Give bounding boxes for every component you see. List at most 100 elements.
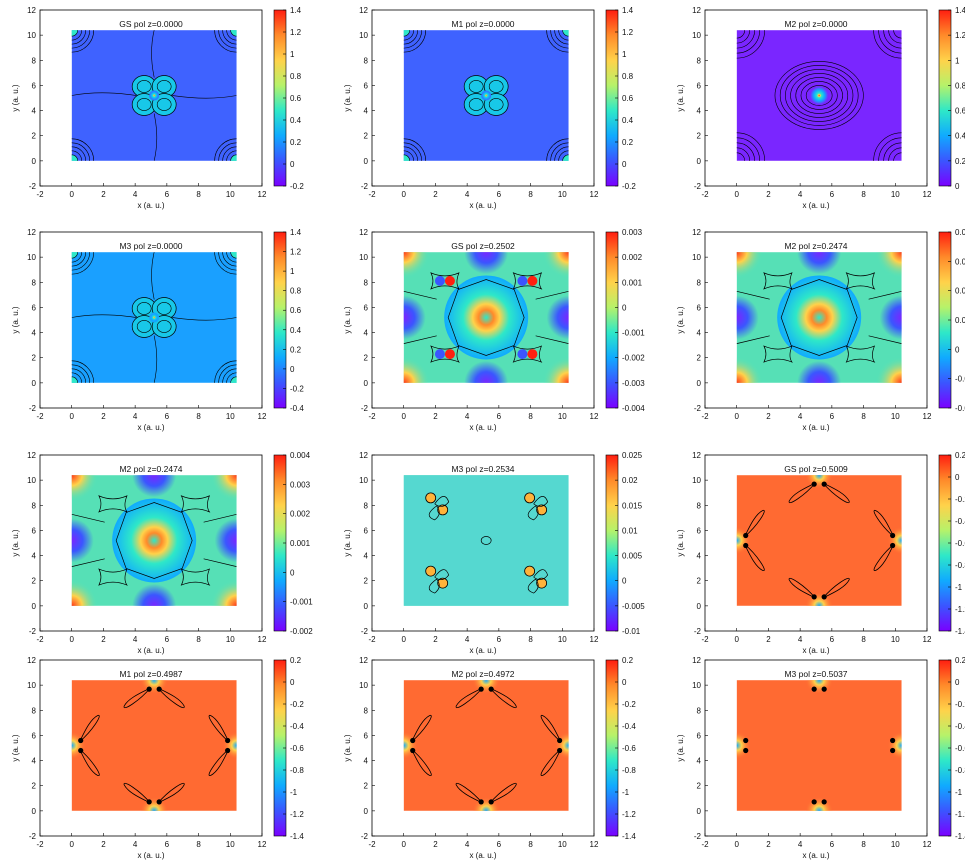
y-tick-label: 10 [27, 681, 36, 690]
y-axis-label: y (a. u.) [343, 306, 352, 333]
x-tick-label: 8 [861, 635, 866, 644]
lobe-pair [811, 799, 827, 805]
x-tick-label: 6 [497, 190, 502, 199]
colorbar-tick-label: -1.2 [622, 810, 636, 819]
x-tick-label: 8 [196, 412, 201, 421]
contour [230, 30, 237, 37]
x-tick-label: 4 [465, 840, 470, 849]
colorbar-tick-label: 1.2 [290, 28, 302, 37]
lobe-pair [455, 686, 517, 708]
contour [468, 80, 484, 93]
contour [527, 569, 549, 594]
contour [736, 290, 902, 344]
edge-feature [464, 360, 509, 383]
colorbar-tick-label: 0.01 [622, 526, 638, 535]
y-tick-label: 10 [359, 476, 368, 485]
y-tick-label: 10 [27, 476, 36, 485]
contour [71, 252, 79, 259]
colorbar-tick-label: 0.003 [622, 228, 643, 237]
edge-feature [214, 518, 237, 563]
y-axis-label: y (a. u.) [11, 734, 20, 761]
panel-title: M3 pol z=0.2534 [451, 464, 514, 474]
spot [536, 504, 548, 516]
y-tick-label: 6 [32, 81, 37, 90]
center-peak [810, 86, 829, 105]
x-tick-label: 4 [133, 190, 138, 199]
y-tick-label: 12 [359, 656, 368, 665]
y-tick-label: 4 [364, 552, 369, 561]
heatmap-background [71, 680, 237, 811]
x-tick-label: -2 [368, 635, 376, 644]
colorbar-tick-label: 0.6 [290, 94, 302, 103]
contour [218, 364, 237, 383]
colorbar-tick-label: -0.005 [622, 602, 645, 611]
lobe [744, 544, 765, 571]
colorbar-tick-label: 0.015 [622, 501, 643, 510]
x-axis-label: x (a. u.) [469, 423, 496, 432]
x-tick-label: 10 [558, 840, 567, 849]
lobe [455, 783, 483, 804]
y-tick-label: 6 [32, 526, 37, 535]
colorbar-tick-label: 1.2 [290, 248, 302, 257]
contour [430, 345, 460, 363]
x-tick-label: 12 [590, 840, 599, 849]
colorbar-tick-label: 0.6 [622, 94, 634, 103]
lobe [208, 749, 229, 776]
colorbar-tick-label: 0 [290, 160, 295, 169]
lobe [79, 749, 100, 776]
contour [214, 138, 237, 161]
y-axis-label: y (a. u.) [676, 734, 685, 761]
contour [562, 154, 569, 161]
lobe-pair [410, 715, 432, 776]
x-tick-label: 12 [923, 840, 932, 849]
x-tick-label: 4 [133, 840, 138, 849]
x-tick-label: 10 [891, 412, 900, 421]
x-tick-label: 10 [891, 840, 900, 849]
y-tick-label: -2 [361, 182, 369, 191]
colorbar-tick-label: 0 [290, 365, 295, 374]
edge-feature [464, 252, 509, 275]
y-axis-label: y (a. u.) [676, 84, 685, 111]
y-tick-label: 0 [697, 379, 702, 388]
colorbar-tick-label: -0.2 [955, 495, 965, 504]
corner-feature [542, 356, 569, 383]
x-tick-label: 8 [861, 412, 866, 421]
heatmap-area [71, 252, 237, 383]
contour [805, 85, 833, 106]
y-tick-label: -2 [694, 627, 702, 636]
x-tick-label: 0 [401, 840, 406, 849]
y-tick-label: 8 [32, 706, 37, 715]
x-tick-label: 10 [558, 412, 567, 421]
panel-7: -2 0 2 4 6 8 10 12 -2 0 2 4 6 8 10 12 x (a. u.) y (a. u.)… [11, 451, 313, 655]
edge-feature [132, 583, 177, 606]
colorbar-tick-label: 0.2 [290, 345, 302, 354]
contour [230, 252, 237, 259]
ring-feature [112, 498, 197, 583]
lobe [540, 749, 561, 776]
x-tick-label: 4 [798, 190, 803, 199]
y-tick-label: 0 [697, 157, 702, 166]
panel-title: M3 pol z=0.5037 [784, 669, 847, 679]
lobe [411, 715, 432, 742]
corner-feature [736, 356, 763, 383]
y-tick-label: 8 [32, 56, 37, 65]
x-tick-label: 0 [401, 635, 406, 644]
colorbar-tick-label: 0.003 [290, 480, 311, 489]
contour [430, 272, 460, 290]
colorbar-tick-label: -1.2 [955, 810, 965, 819]
y-tick-label: 4 [364, 757, 369, 766]
dipole-pos [444, 349, 455, 360]
y-tick-label: 2 [697, 132, 702, 141]
y-tick-label: 6 [697, 731, 702, 740]
panel-title: M2 pol z=0.2474 [119, 464, 182, 474]
x-tick-label: 2 [433, 635, 438, 644]
lobe [411, 749, 432, 776]
lobe [744, 510, 765, 537]
contour [403, 30, 411, 37]
colorbar-tick-label: 0.025 [622, 451, 643, 460]
lobe [788, 578, 816, 599]
y-tick-label: 8 [364, 501, 369, 510]
